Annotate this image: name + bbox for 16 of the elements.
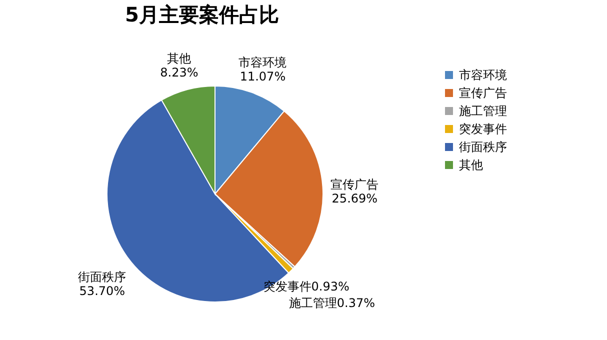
- category-label: 施工管理0.37%: [288, 296, 376, 310]
- data-label: 53.70%: [79, 284, 126, 298]
- chart-title: 5月主要案件占比: [125, 2, 279, 26]
- legend-label: 宣传广告: [459, 86, 507, 100]
- data-label: 11.07%: [240, 69, 286, 84]
- slice-label: 其他: [167, 52, 192, 66]
- legend-label: 施工管理: [459, 104, 507, 118]
- data-label: 8.23%: [160, 66, 198, 80]
- slice-label: 市容环境: [238, 55, 287, 70]
- legend-label: 市容环境: [459, 68, 507, 82]
- slice-label: 街面秩序: [78, 270, 126, 284]
- data-label: 25.69%: [332, 191, 378, 206]
- slice-label: 宣传广告: [330, 177, 379, 192]
- legend-label: 突发事件: [459, 122, 507, 136]
- legend-label: 街面秩序: [459, 140, 507, 154]
- legend-label: 其他: [459, 158, 483, 172]
